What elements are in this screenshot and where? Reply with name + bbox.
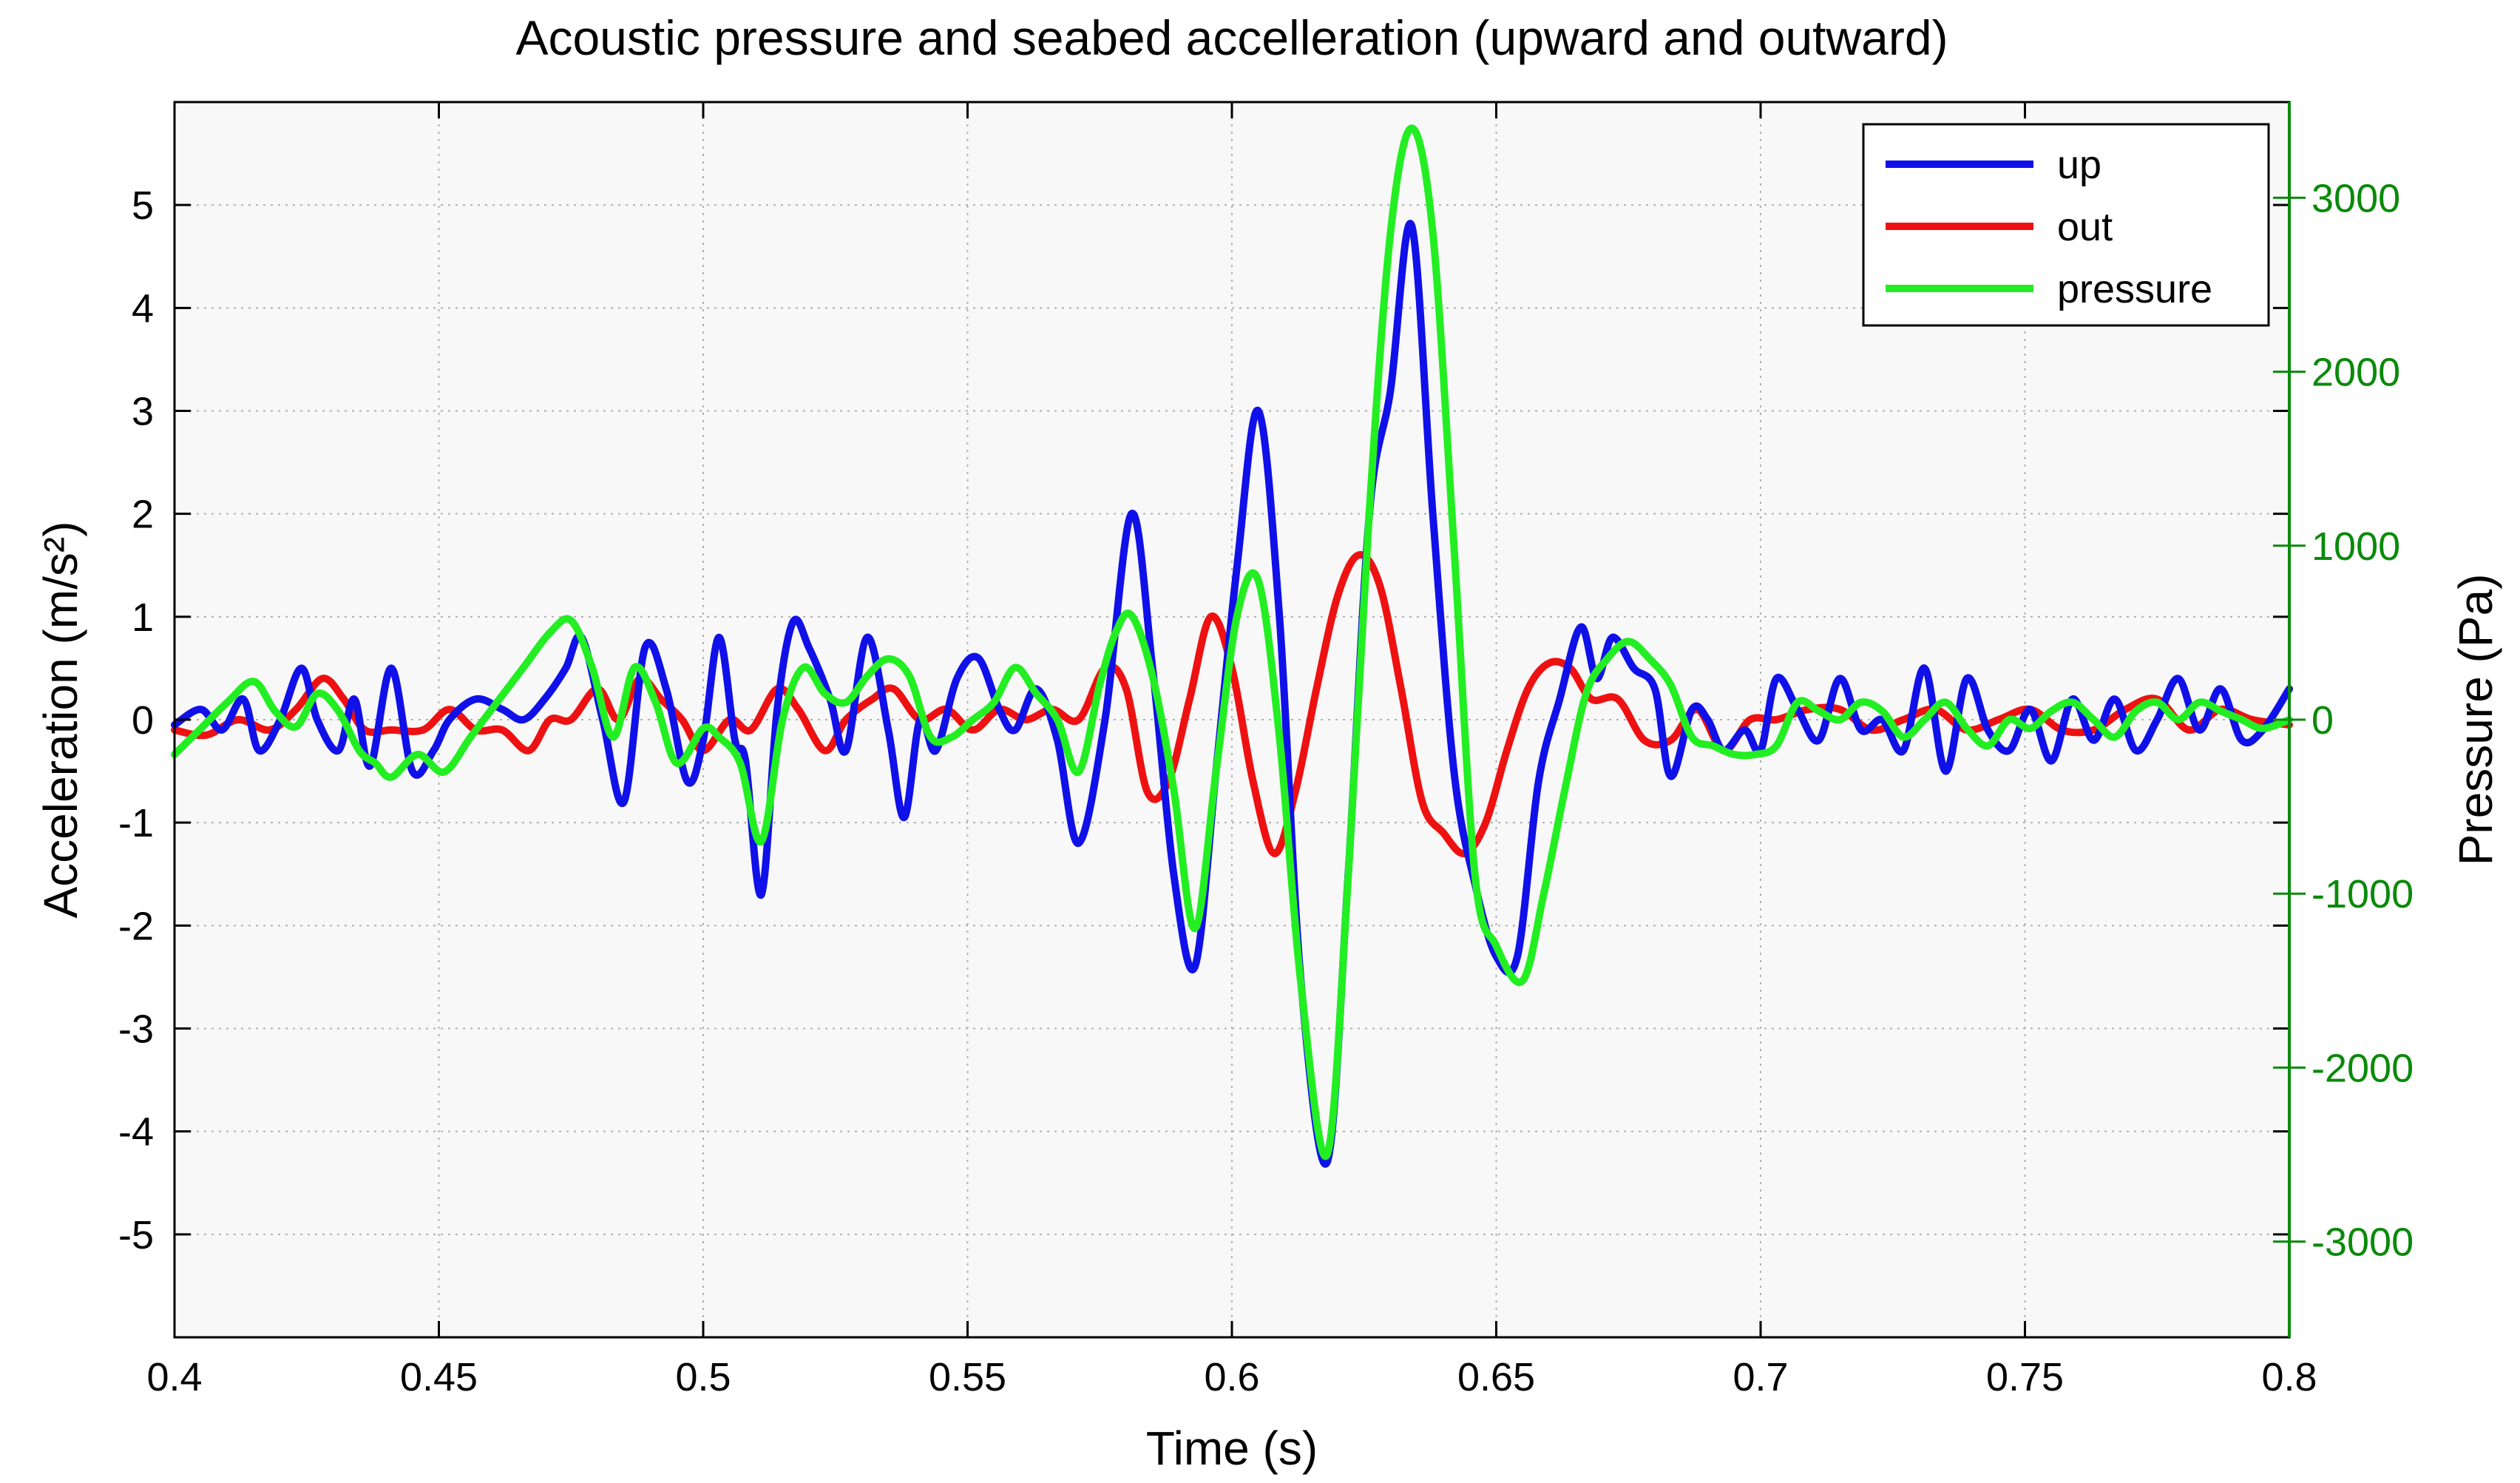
y-left-tick-label: 3 [132, 390, 154, 434]
x-tick-label: 0.75 [1986, 1355, 2064, 1399]
x-tick-label: 0.5 [675, 1355, 731, 1399]
x-tick-label: 0.6 [1204, 1355, 1259, 1399]
y-left-axis-label: Acceleration (m/s²) [34, 521, 87, 919]
series-line-pressure [171, 124, 2293, 1161]
y-left-tick-label: -3 [118, 1007, 154, 1052]
tick-labels: -5 -4 -3 -2 -1 0 1 2 3 4 5 0.4 0.45 0.5 0.55 0.6 0.65 0.7… [118, 176, 2414, 1399]
legend-label-out: out [2057, 205, 2113, 249]
y-right-tick-label: 3000 [2311, 176, 2400, 220]
y-left-tick-label: -2 [118, 904, 154, 948]
x-axis-label: Time (s) [1146, 1422, 1318, 1475]
y-left-tick-label: 2 [132, 493, 154, 537]
x-tick-label: 0.45 [400, 1355, 478, 1399]
legend-label-up: up [2057, 143, 2101, 187]
chart-title: Acoustic pressure and seabed accellerati… [515, 10, 1948, 65]
right-axis [2273, 102, 2306, 1337]
y-left-tick-label: 1 [132, 595, 154, 640]
y-left-tick-label: 5 [132, 183, 154, 228]
y-right-tick-label: -1000 [2311, 872, 2414, 916]
x-tick-label: 0.8 [2261, 1355, 2317, 1399]
legend: up out pressure [1862, 123, 2270, 327]
x-tick-label: 0.7 [1732, 1355, 1788, 1399]
y-right-tick-label: 0 [2311, 698, 2334, 743]
y-left-tick-label: -1 [118, 801, 154, 845]
x-tick-label: 0.4 [146, 1355, 202, 1399]
y-right-tick-label: 2000 [2311, 351, 2400, 395]
y-right-tick-label: 1000 [2311, 524, 2400, 569]
y-right-tick-label: -3000 [2311, 1220, 2414, 1265]
y-right-axis-label: Pressure (Pa) [2449, 574, 2502, 866]
x-tick-label: 0.55 [929, 1355, 1006, 1399]
x-tick-label: 0.65 [1457, 1355, 1535, 1399]
series-layer [171, 124, 2293, 1168]
y-left-tick-label: 0 [132, 698, 154, 743]
y-left-tick-label: -4 [118, 1110, 154, 1155]
y-left-tick-label: 4 [132, 286, 154, 331]
y-left-tick-label: -5 [118, 1213, 154, 1257]
legend-label-pressure: pressure [2057, 267, 2212, 311]
y-right-tick-label: -2000 [2311, 1046, 2414, 1090]
left-axis [173, 102, 2291, 1337]
